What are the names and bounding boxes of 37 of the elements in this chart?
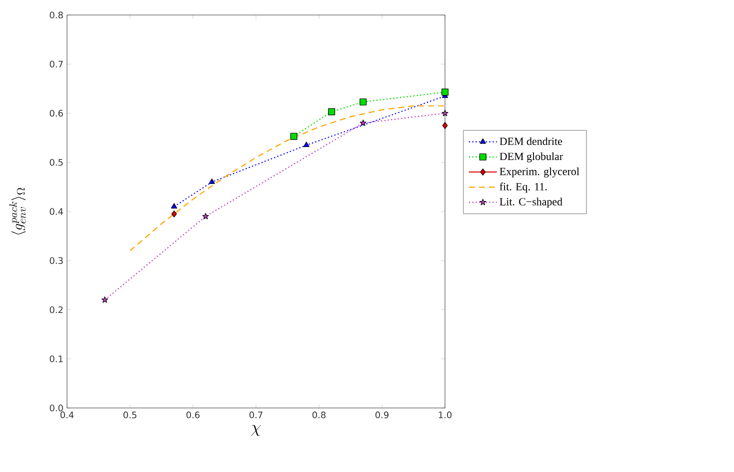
point: [290, 132, 298, 140]
point: [171, 210, 177, 218]
y-tick-label: 0.2: [50, 306, 63, 314]
point: [303, 142, 310, 148]
y-tick-label: 0.6: [50, 110, 63, 117]
x-tick-label: 0.8: [312, 412, 326, 418]
x-tick-label: 0.7: [249, 412, 262, 418]
point: [442, 110, 448, 116]
point: [101, 296, 108, 303]
y-tick-label: 0.3: [50, 257, 63, 264]
legend-label: Experim. glycerol: [500, 167, 580, 178]
point: [442, 122, 448, 130]
legend-label: Lit. C−shaped: [500, 198, 562, 208]
legend-label: DEM dendrite: [500, 137, 562, 146]
x-axis-title: $\chi$: [251, 424, 261, 436]
point: [171, 203, 178, 208]
legend-label: fit. Eq. 11.: [500, 182, 547, 193]
point: [328, 108, 336, 116]
y-tick-label: 0.7: [50, 60, 63, 68]
x-tick-label: 0.4: [60, 412, 74, 418]
point: [442, 88, 448, 96]
y-tick-label: 0.4: [50, 208, 63, 215]
line-series: [129, 105, 446, 252]
x-tick-label: 0.6: [186, 412, 200, 418]
point: [202, 212, 209, 220]
point: [360, 120, 366, 126]
x-tick-label: 0.5: [123, 412, 136, 418]
y-tick-label: 0.5: [50, 158, 63, 166]
y-tick-label: 0.8: [50, 12, 63, 18]
y-axis-title: $\langle g_{env}^{pack} \rangle_{\Omega}$: [9, 188, 26, 235]
y-tick-label: 0.1: [50, 355, 63, 362]
point: [208, 178, 215, 184]
y-tick-label: 0.0: [50, 404, 63, 412]
point: [360, 98, 367, 106]
x-tick-label: 0.9: [375, 412, 389, 418]
legend-label: DEM globular: [500, 152, 563, 162]
x-tick-label: 1.0: [438, 412, 452, 418]
